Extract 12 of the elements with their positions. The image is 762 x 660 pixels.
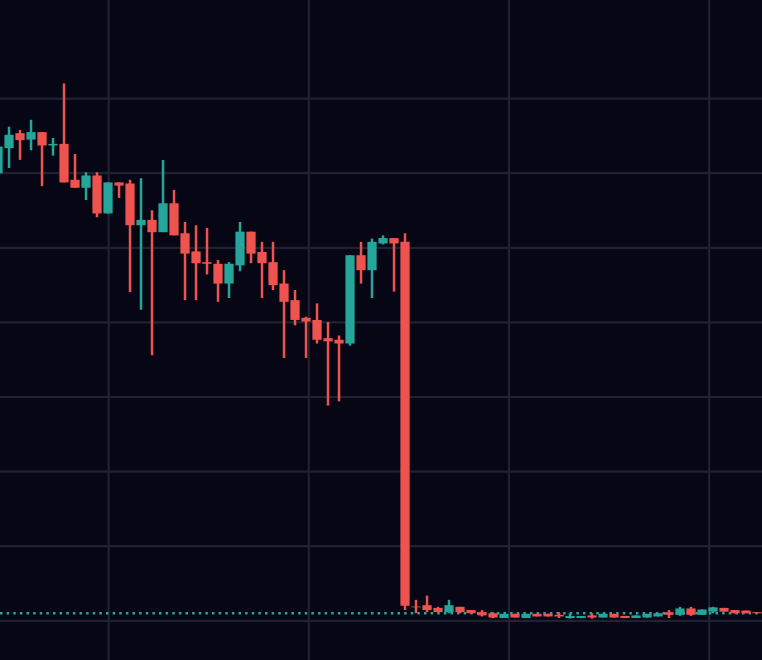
candlestick [81, 170, 91, 202]
candlestick [213, 258, 223, 304]
candlestick [37, 130, 47, 188]
candlestick [103, 181, 113, 215]
candlestick [15, 128, 25, 162]
candlestick [92, 170, 102, 219]
candlestick [26, 118, 36, 152]
candlestick [4, 125, 14, 170]
candlestick [158, 158, 168, 234]
candlestick [356, 240, 366, 285]
candlestick [136, 176, 146, 312]
candlestick [147, 208, 157, 357]
